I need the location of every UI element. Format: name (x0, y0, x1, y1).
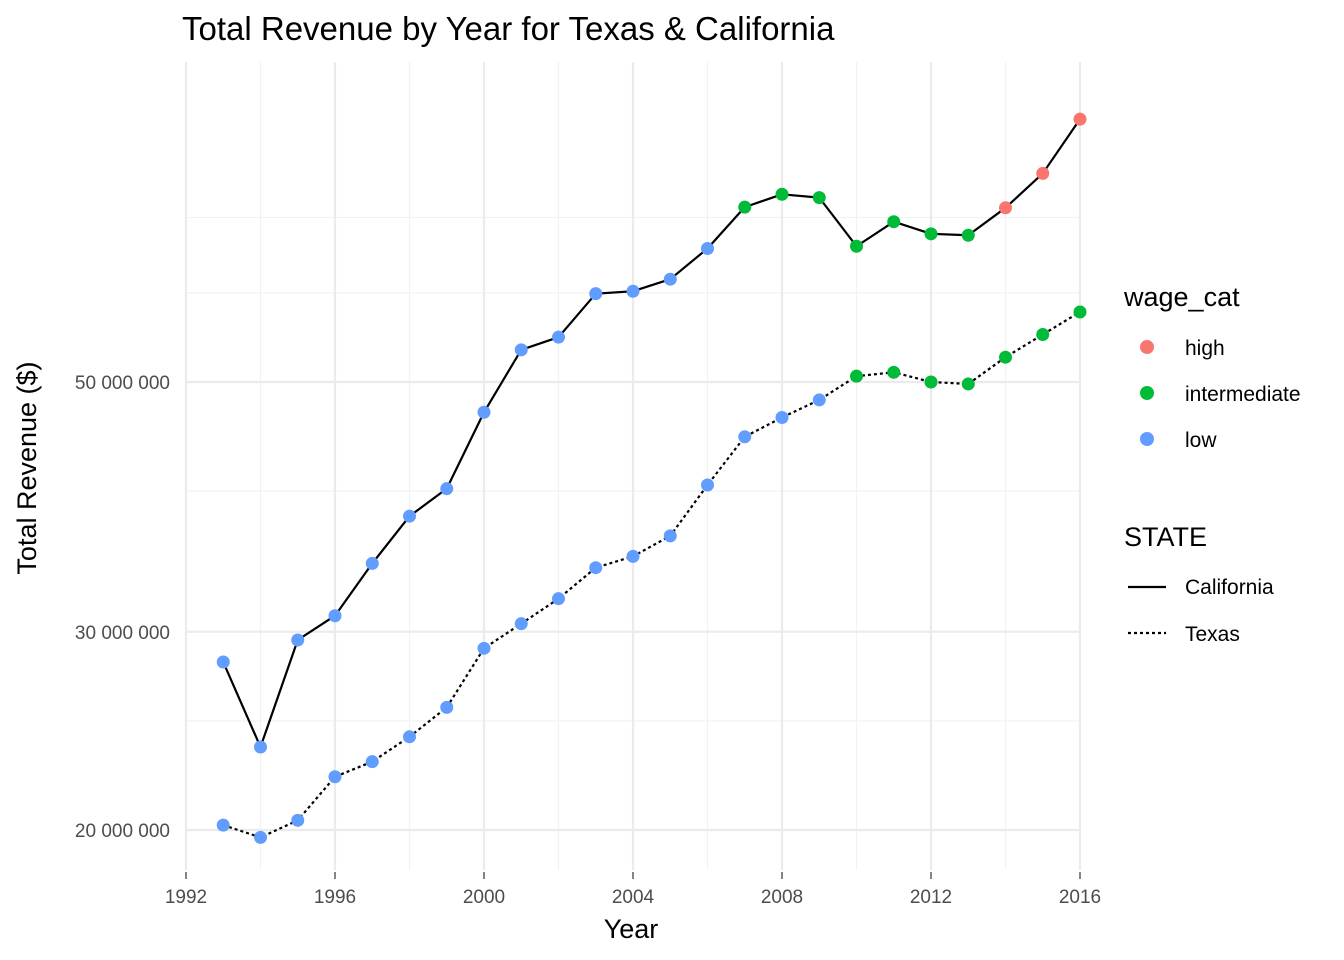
legend-wage-cat-title: wage_cat (1123, 282, 1240, 312)
x-tick-label: 2004 (612, 887, 655, 908)
point-california (365, 556, 379, 570)
point-texas (738, 430, 752, 444)
legend-label-low: low (1185, 429, 1217, 452)
point-california (887, 215, 901, 229)
series-line-california (222, 118, 1081, 749)
point-texas (961, 377, 975, 391)
legend-label-intermediate: intermediate (1185, 383, 1301, 406)
point-california (403, 509, 416, 523)
x-tick-label: 2016 (1059, 887, 1101, 908)
point-texas (328, 770, 342, 784)
x-tick-label: 1992 (165, 887, 207, 908)
point-california (440, 482, 454, 496)
legend-key-intermediate (1140, 386, 1154, 400)
chart-title: Total Revenue by Year for Texas & Califo… (182, 10, 835, 47)
point-california (216, 655, 230, 669)
point-california (626, 284, 640, 298)
point-texas (999, 350, 1012, 364)
y-axis-ticks: 20 000 000 30 000 000 50 000 000 (75, 373, 170, 842)
legend-state: STATE California Texas (1124, 522, 1274, 646)
point-california (1073, 112, 1087, 126)
legend-key-low (1140, 432, 1154, 446)
point-texas (1036, 328, 1050, 342)
point-california (961, 228, 975, 242)
point-texas (403, 730, 416, 744)
x-tick-label: 2008 (761, 887, 803, 908)
series-points (216, 112, 1087, 844)
legend-state-title: STATE (1124, 522, 1207, 552)
point-texas (514, 617, 528, 631)
y-tick-label: 30 000 000 (75, 623, 170, 644)
point-california (514, 343, 528, 357)
point-texas (812, 393, 826, 407)
point-california (924, 227, 938, 241)
point-texas (552, 592, 565, 606)
point-california (738, 200, 752, 214)
point-california (328, 609, 342, 623)
point-california (812, 191, 826, 205)
major-gridlines (184, 62, 1082, 870)
legend-wage-cat: wage_cat high intermediate low (1123, 282, 1301, 452)
series-line-texas (222, 311, 1081, 839)
point-texas (254, 830, 267, 844)
point-california (254, 740, 267, 754)
point-texas (291, 813, 305, 827)
point-california (477, 405, 491, 419)
legend-label-texas: Texas (1185, 623, 1240, 646)
point-texas (850, 369, 863, 383)
point-california (999, 201, 1012, 215)
point-texas (440, 700, 454, 714)
point-texas (365, 755, 379, 769)
point-texas (589, 561, 603, 575)
legend-label-california: California (1185, 576, 1274, 599)
series-lines (222, 118, 1081, 839)
y-axis-title: Total Revenue ($) (12, 361, 42, 574)
point-texas (216, 818, 230, 832)
point-texas (626, 549, 640, 563)
point-california (663, 272, 677, 286)
point-texas (477, 641, 491, 655)
point-texas (701, 478, 714, 492)
x-tick-label: 2012 (910, 887, 952, 908)
point-california (850, 239, 863, 253)
point-california (1036, 166, 1050, 180)
point-california (775, 187, 789, 201)
point-texas (887, 365, 901, 379)
x-tick-label: 1996 (314, 887, 356, 908)
point-california (589, 287, 603, 301)
point-california (701, 241, 714, 255)
point-california (552, 330, 565, 344)
point-texas (663, 529, 677, 543)
y-tick-label: 20 000 000 (75, 821, 170, 842)
x-axis-ticks: 1992 1996 2000 2004 2008 2012 2016 (165, 872, 1101, 908)
legend-label-high: high (1185, 337, 1225, 360)
y-tick-label: 50 000 000 (75, 373, 170, 394)
point-texas (1073, 305, 1087, 319)
x-tick-label: 2000 (463, 887, 505, 908)
point-texas (924, 375, 938, 389)
point-california (291, 633, 305, 647)
point-texas (775, 410, 789, 424)
x-axis-title: Year (604, 914, 659, 944)
legend-key-high (1140, 340, 1154, 354)
